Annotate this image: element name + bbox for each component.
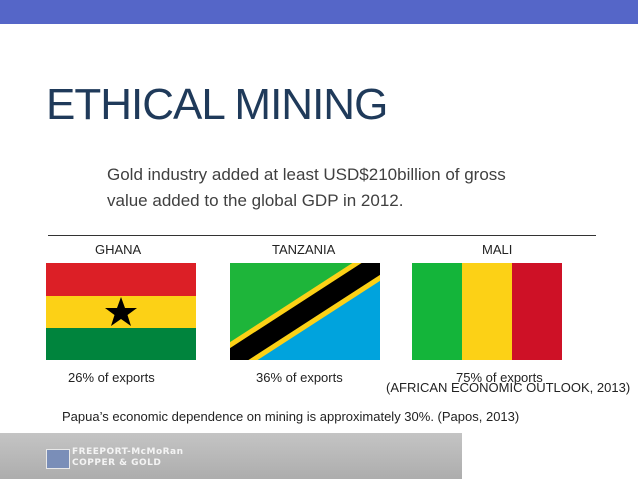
logo-mark-icon	[46, 449, 70, 469]
footnote-text: Papua’s economic dependence on mining is…	[62, 409, 520, 424]
exports-mali: 75% of exports	[456, 370, 543, 385]
mali-flag-icon	[412, 263, 562, 360]
ghana-flag-icon	[46, 263, 196, 360]
top-accent-bar	[0, 0, 638, 24]
divider-line	[48, 235, 596, 236]
exports-tanzania: 36% of exports	[256, 370, 343, 385]
slide-title: ETHICAL MINING	[46, 80, 388, 129]
logo-line1: FREEPORT-McMoRan	[72, 447, 184, 457]
country-label-mali: MALI	[482, 242, 513, 257]
company-logo: FREEPORT-McMoRan COPPER & GOLD	[46, 447, 196, 471]
country-label-tanzania: TANZANIA	[272, 242, 336, 257]
slide-subtitle: Gold industry added at least USD$210bill…	[107, 165, 506, 210]
footer-bar	[0, 433, 462, 479]
exports-ghana: 26% of exports	[68, 370, 155, 385]
country-label-ghana: GHANA	[95, 242, 142, 257]
source-citation: (AFRICAN ECONOMIC OUTLOOK, 2013)	[386, 380, 631, 395]
tanzania-flag-icon	[230, 263, 380, 360]
logo-line2: COPPER & GOLD	[72, 458, 162, 468]
